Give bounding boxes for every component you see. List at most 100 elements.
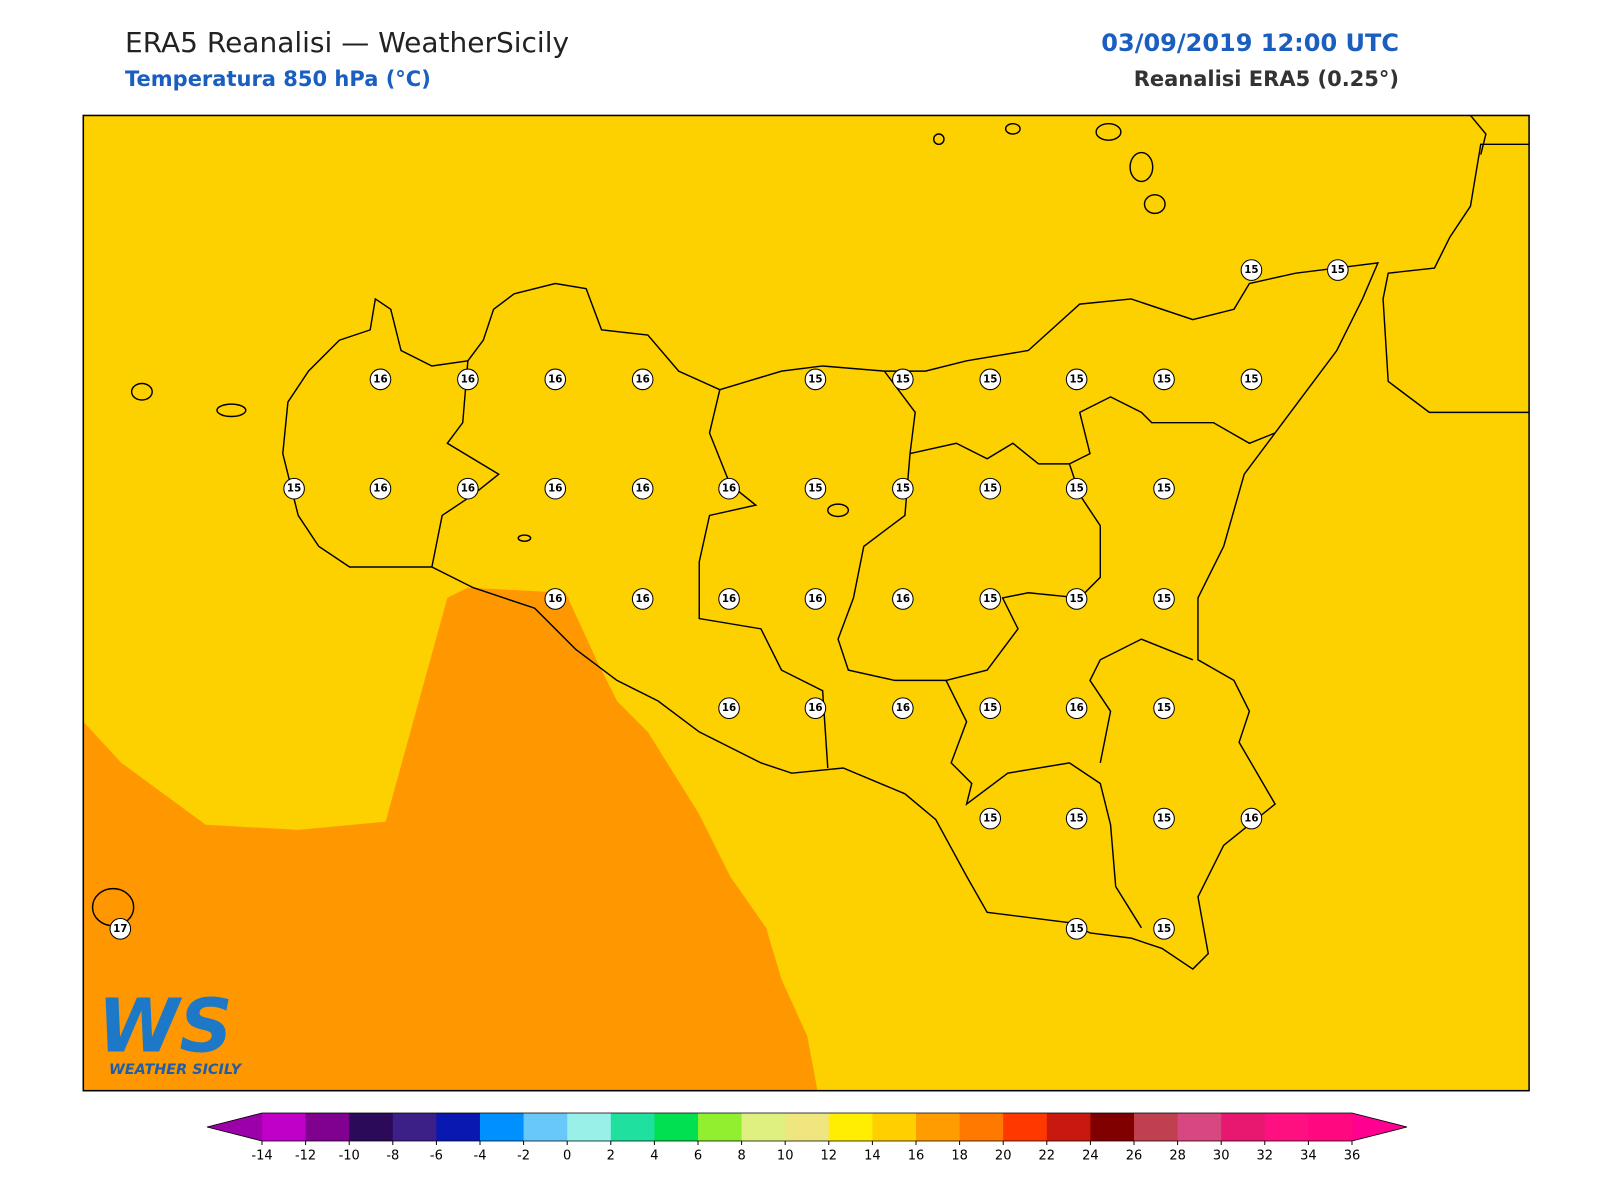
point-value: 15 <box>1069 373 1083 385</box>
point-marker <box>979 477 1002 500</box>
point-value: 16 <box>1069 702 1083 714</box>
field-warm <box>83 587 818 1091</box>
colorbar-tick-label: 26 <box>1126 1149 1143 1164</box>
point-value: 16 <box>896 593 910 605</box>
colorbar-tick-label: 30 <box>1213 1149 1230 1164</box>
point-marker <box>1065 807 1088 830</box>
point-value: 16 <box>636 483 650 495</box>
point-value: 16 <box>636 373 650 385</box>
point-value: 15 <box>1069 593 1083 605</box>
point-value: 16 <box>722 483 736 495</box>
point-value: 15 <box>1331 264 1345 276</box>
colorbar-tick-label: -12 <box>295 1149 316 1164</box>
point-value: 15 <box>1157 702 1171 714</box>
point-value: 15 <box>1244 264 1258 276</box>
colorbar-tick-label: 24 <box>1082 1149 1099 1164</box>
colorbar-tick-label: 10 <box>777 1149 794 1164</box>
point-marker <box>1065 368 1088 391</box>
colorbar-segment <box>916 1113 961 1141</box>
point-marker <box>109 918 132 940</box>
subtitle: Temperatura 850 hPa (°C) <box>125 67 431 91</box>
colorbar-tick-label: -6 <box>430 1149 443 1164</box>
point-marker <box>369 368 392 391</box>
point-marker <box>804 477 827 500</box>
point-marker <box>1153 918 1175 940</box>
point-marker <box>979 697 1002 720</box>
point-value: 16 <box>373 483 387 495</box>
point-value: 15 <box>983 702 997 714</box>
colorbar-tick-label: 36 <box>1344 1149 1361 1164</box>
colorbar-tick-label: -8 <box>386 1149 399 1164</box>
point-marker <box>804 697 827 720</box>
point-value: 16 <box>548 483 562 495</box>
point-value: 16 <box>548 593 562 605</box>
point-marker <box>544 477 567 500</box>
colorbar-tick-label: -2 <box>517 1149 530 1164</box>
point-labels: 15 15 16 16 16 16 15 15 15 15 15 15 15 16 16 16 16 16 15 15… <box>109 259 1349 940</box>
point-value: 15 <box>1157 483 1171 495</box>
colorbar-under <box>207 1113 262 1141</box>
colorbar-tick-label: 22 <box>1039 1149 1056 1164</box>
point-value: 15 <box>1157 923 1171 935</box>
point-value: 16 <box>1244 813 1258 825</box>
point-marker <box>631 477 654 500</box>
point-marker <box>1240 368 1263 391</box>
point-marker <box>369 477 392 500</box>
point-value: 16 <box>548 373 562 385</box>
colorbar-segment <box>698 1113 743 1141</box>
colorbar-tick-label: 2 <box>607 1149 615 1164</box>
point-value: 15 <box>1157 373 1171 385</box>
colorbar-tick-label: -14 <box>251 1149 272 1164</box>
point-value: 17 <box>113 923 127 935</box>
point-value: 15 <box>896 483 910 495</box>
colorbar-tick-label: 4 <box>650 1149 658 1164</box>
map: 15 15 16 16 16 16 15 15 15 15 15 15 15 16 16 16 16 16 15 15… <box>82 114 1530 1092</box>
point-marker <box>283 477 305 500</box>
point-value: 15 <box>808 483 822 495</box>
point-marker <box>1240 259 1263 281</box>
point-value: 16 <box>808 702 822 714</box>
colorbar-tick-label: 8 <box>737 1149 745 1164</box>
point-value: 15 <box>1069 483 1083 495</box>
colorbar-tick-label: -10 <box>339 1149 360 1164</box>
colorbar-tick-label: 12 <box>821 1149 838 1164</box>
colorbar-tick-label: 32 <box>1257 1149 1274 1164</box>
point-marker <box>804 588 827 610</box>
colorbar-tick-label: 20 <box>995 1149 1012 1164</box>
point-value: 15 <box>1069 923 1083 935</box>
point-marker <box>544 368 567 391</box>
colorbar-segment <box>872 1113 917 1141</box>
map-frame <box>82 114 1530 1092</box>
point-value: 16 <box>722 702 736 714</box>
point-value: 15 <box>983 373 997 385</box>
colorbar-segment <box>959 1113 1004 1141</box>
point-marker <box>892 368 914 391</box>
colorbar-segment <box>1308 1113 1353 1141</box>
point-marker <box>1153 368 1175 391</box>
point-value: 15 <box>1244 373 1258 385</box>
colorbar: -14 -12 -10 -8 -6 -4 -2 0 2 4 6 8 10 12 14 16 18 20 22 24 26… <box>206 1112 1408 1164</box>
colorbar-segment <box>567 1113 612 1141</box>
point-marker <box>457 368 479 391</box>
logo: WS WEATHER SICILY <box>98 983 243 1078</box>
colorbar-tick-label: 14 <box>864 1149 881 1164</box>
point-value: 16 <box>722 593 736 605</box>
point-marker <box>631 368 654 391</box>
point-value: 15 <box>896 373 910 385</box>
point-value: 15 <box>1157 593 1171 605</box>
colorbar-segment <box>1134 1113 1179 1141</box>
colorbar-segment <box>480 1113 525 1141</box>
point-marker <box>1153 477 1175 500</box>
source: Reanalisi ERA5 (0.25°) <box>1134 67 1399 91</box>
point-marker <box>457 477 479 500</box>
colorbar-tick-label: -4 <box>474 1149 487 1164</box>
point-marker <box>1065 588 1088 610</box>
point-value: 16 <box>373 373 387 385</box>
point-marker <box>1153 588 1175 610</box>
point-value: 16 <box>636 593 650 605</box>
point-marker <box>718 477 740 500</box>
colorbar-segment <box>741 1113 786 1141</box>
point-marker <box>979 807 1002 830</box>
point-marker <box>979 588 1002 610</box>
